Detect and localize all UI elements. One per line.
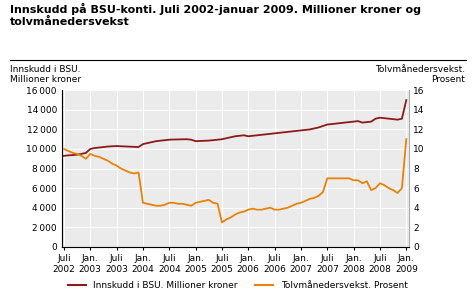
Legend: Innskudd i BSU. Millioner kroner, Tolvmånedersvekst. Prosent: Innskudd i BSU. Millioner kroner, Tolvmå…: [64, 277, 411, 293]
Text: Innskudd på BSU-konti. Juli 2002-januar 2009. Millioner kroner og
tolvmånedersve: Innskudd på BSU-konti. Juli 2002-januar …: [10, 3, 420, 27]
Text: Innskudd i BSU.
Millioner kroner: Innskudd i BSU. Millioner kroner: [10, 65, 81, 84]
Text: Tolvmånedersvekst.
Prosent: Tolvmånedersvekst. Prosent: [375, 65, 466, 84]
